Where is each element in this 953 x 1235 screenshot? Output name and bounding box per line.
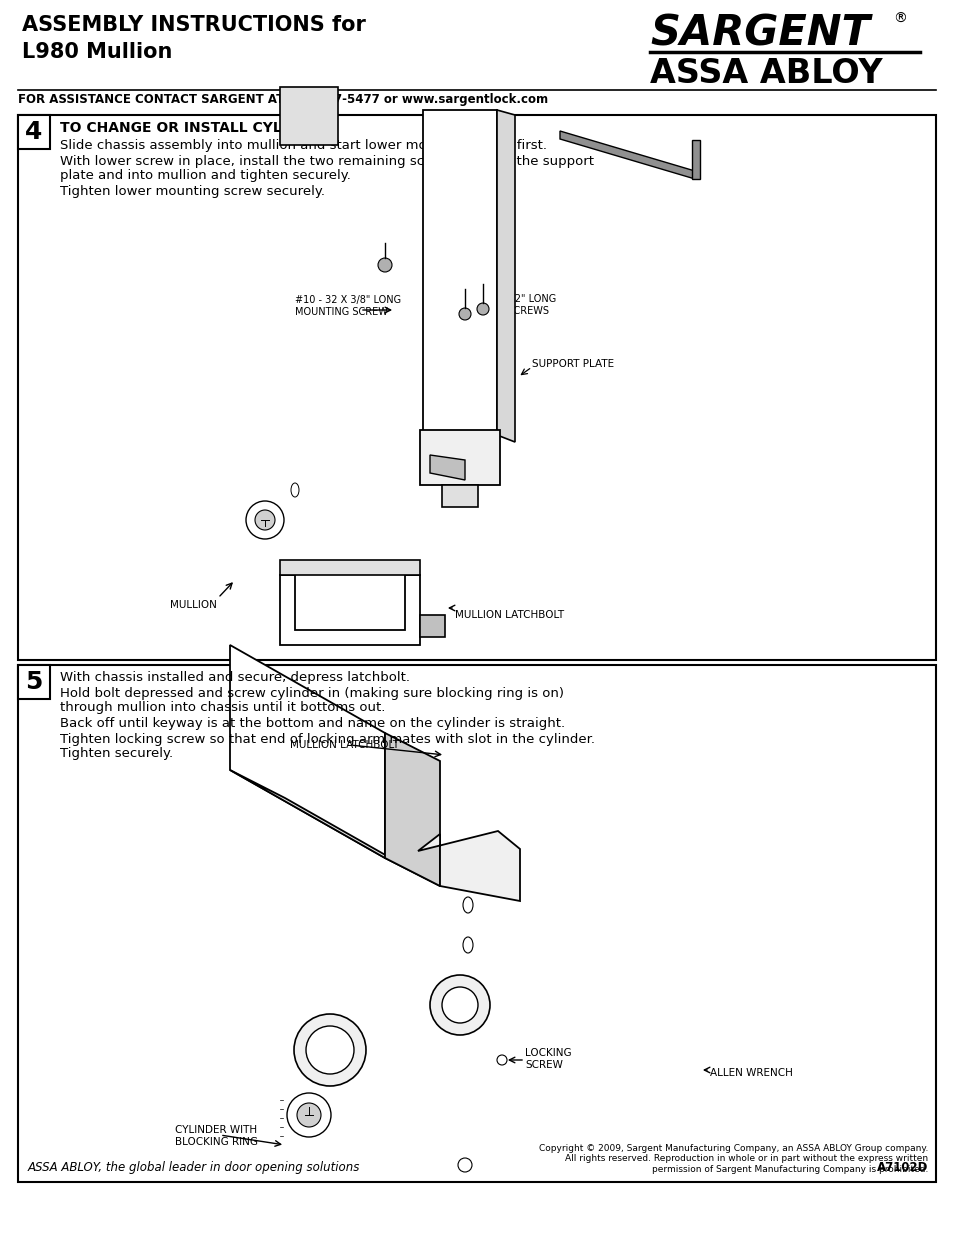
Circle shape	[287, 1093, 331, 1137]
Polygon shape	[430, 454, 464, 480]
Polygon shape	[280, 86, 337, 144]
Ellipse shape	[462, 897, 473, 913]
Text: CYLINDER WITH
BLOCKING RING: CYLINDER WITH BLOCKING RING	[174, 1125, 257, 1146]
Text: With chassis installed and secure, depress latchbolt.: With chassis installed and secure, depre…	[60, 671, 410, 684]
Polygon shape	[280, 559, 419, 576]
Ellipse shape	[291, 483, 298, 496]
Text: Slide chassis assembly into mullion and start lower mounting screw first.: Slide chassis assembly into mullion and …	[60, 140, 546, 152]
Text: ASSA ABLOY: ASSA ABLOY	[649, 57, 882, 90]
Text: SARGENT: SARGENT	[649, 12, 869, 54]
Polygon shape	[230, 645, 385, 858]
Circle shape	[430, 974, 490, 1035]
Text: ALLEN WRENCH: ALLEN WRENCH	[709, 1068, 792, 1078]
Polygon shape	[497, 110, 515, 442]
Text: MULLION LATCHBOLT: MULLION LATCHBOLT	[290, 740, 398, 750]
Bar	[18, 115, 935, 659]
Circle shape	[457, 1158, 472, 1172]
Text: LOCKING
SCREW: LOCKING SCREW	[524, 1049, 571, 1070]
Text: 5: 5	[26, 671, 43, 694]
Text: Back off until keyway is at the bottom and name on the cylinder is straight.: Back off until keyway is at the bottom a…	[60, 718, 564, 730]
Text: MULLION: MULLION	[170, 600, 216, 610]
Circle shape	[296, 1103, 320, 1128]
Circle shape	[246, 501, 284, 538]
Circle shape	[441, 987, 477, 1023]
Circle shape	[458, 308, 471, 320]
Text: L980 Mullion: L980 Mullion	[22, 42, 172, 62]
Polygon shape	[419, 430, 499, 485]
Text: Copyright © 2009, Sargent Manufacturing Company, an ASSA ABLOY Group company.
Al: Copyright © 2009, Sargent Manufacturing …	[538, 1144, 927, 1173]
Polygon shape	[441, 485, 477, 508]
Circle shape	[377, 258, 392, 272]
Polygon shape	[419, 615, 444, 637]
Bar	[18, 664, 50, 699]
Polygon shape	[417, 831, 519, 902]
Circle shape	[294, 1014, 366, 1086]
Polygon shape	[559, 131, 695, 179]
Circle shape	[476, 303, 489, 315]
Circle shape	[306, 1026, 354, 1074]
Text: ASSA ABLOY, the global leader in door opening solutions: ASSA ABLOY, the global leader in door op…	[28, 1161, 360, 1174]
Text: #10 - 32 X 1/2" LONG
MOUNTING SCREWS: #10 - 32 X 1/2" LONG MOUNTING SCREWS	[450, 294, 556, 316]
Text: Tighten locking screw so that end of locking arm mates with slot in the cylinder: Tighten locking screw so that end of loc…	[60, 734, 595, 746]
Text: through mullion into chassis until it bottoms out.: through mullion into chassis until it bo…	[60, 701, 385, 714]
Text: ®: ®	[892, 12, 906, 26]
Text: A7102D: A7102D	[876, 1161, 927, 1174]
Text: TO CHANGE OR INSTALL CYLINDER:: TO CHANGE OR INSTALL CYLINDER:	[60, 121, 335, 135]
Text: #10 - 32 X 3/8" LONG
MOUNTING SCREW: #10 - 32 X 3/8" LONG MOUNTING SCREW	[294, 295, 400, 316]
Text: 4: 4	[26, 120, 43, 144]
Bar	[18, 664, 935, 1182]
Polygon shape	[230, 769, 439, 885]
Polygon shape	[691, 140, 700, 179]
Text: With lower screw in place, install the two remaining screws through the support: With lower screw in place, install the t…	[60, 156, 594, 168]
Bar	[18, 115, 50, 149]
Polygon shape	[280, 576, 419, 645]
Text: Tighten lower mounting screw securely.: Tighten lower mounting screw securely.	[60, 185, 325, 198]
Text: FOR ASSISTANCE CONTACT SARGENT AT 800-727-5477 or www.sargentlock.com: FOR ASSISTANCE CONTACT SARGENT AT 800-72…	[18, 93, 548, 106]
Polygon shape	[422, 110, 497, 435]
Text: MULLION LATCHBOLT: MULLION LATCHBOLT	[455, 610, 563, 620]
Text: ASSEMBLY INSTRUCTIONS for: ASSEMBLY INSTRUCTIONS for	[22, 15, 366, 35]
Circle shape	[497, 1055, 506, 1065]
Text: Tighten securely.: Tighten securely.	[60, 747, 172, 760]
Ellipse shape	[462, 937, 473, 953]
Text: SUPPORT PLATE: SUPPORT PLATE	[532, 359, 614, 369]
Polygon shape	[385, 734, 439, 885]
Text: plate and into mullion and tighten securely.: plate and into mullion and tighten secur…	[60, 169, 351, 182]
Text: Hold bolt depressed and screw cylinder in (making sure blocking ring is on): Hold bolt depressed and screw cylinder i…	[60, 687, 563, 700]
Circle shape	[254, 510, 274, 530]
